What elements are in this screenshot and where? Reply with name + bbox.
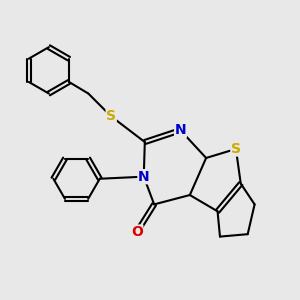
Text: S: S	[106, 110, 116, 123]
Text: S: S	[231, 142, 241, 156]
Text: O: O	[131, 225, 143, 239]
Text: N: N	[175, 123, 186, 137]
Text: N: N	[138, 170, 150, 184]
